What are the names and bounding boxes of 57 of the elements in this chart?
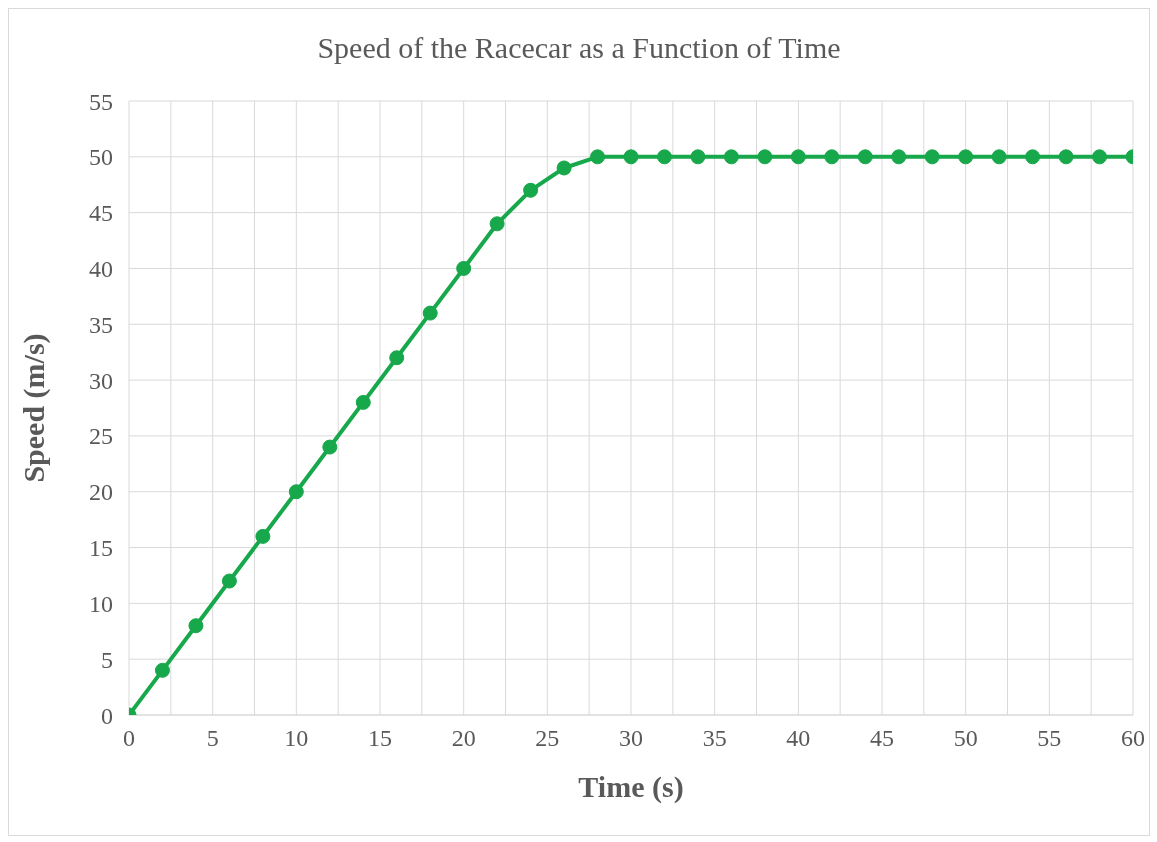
point — [355, 394, 371, 410]
point — [288, 484, 304, 500]
point — [757, 149, 773, 165]
y-tick-label: 25 — [89, 423, 113, 450]
point — [824, 149, 840, 165]
point — [723, 149, 739, 165]
point — [991, 149, 1007, 165]
y-tick-label: 5 — [101, 646, 113, 673]
point — [188, 618, 204, 634]
x-tick-label: 0 — [123, 725, 135, 752]
y-axis-title: Speed (m/s) — [16, 333, 51, 483]
x-tick-label: 40 — [786, 725, 811, 752]
point — [891, 149, 907, 165]
x-tick-label: 60 — [1121, 725, 1145, 752]
x-tick-label: 10 — [284, 725, 309, 752]
point — [857, 149, 873, 165]
y-tick-label: 55 — [89, 88, 113, 115]
point — [590, 149, 606, 165]
x-tick-label: 30 — [619, 725, 643, 752]
point — [221, 573, 237, 589]
point — [389, 350, 405, 366]
x-tick-label: 50 — [953, 725, 978, 752]
y-tick-label: 0 — [101, 702, 113, 729]
x-axis-title: Time (s) — [578, 770, 684, 804]
y-tick-label: 20 — [89, 479, 113, 506]
y-tick-label: 40 — [89, 255, 113, 282]
point — [556, 160, 572, 176]
x-tick-label: 35 — [702, 725, 727, 752]
point — [322, 439, 338, 455]
point — [690, 149, 706, 165]
point — [623, 149, 639, 165]
point — [924, 149, 940, 165]
x-tick-label: 15 — [368, 725, 392, 752]
chart-title: Speed of the Racecar as a Function of Time — [316, 31, 842, 65]
y-tick-label: 10 — [89, 590, 113, 617]
y-tick-label: 45 — [89, 200, 113, 227]
y-tick-label: 35 — [89, 311, 113, 338]
point — [1092, 149, 1108, 165]
point — [456, 260, 472, 276]
y-tick-label: 30 — [89, 367, 113, 394]
y-tick-label: 15 — [89, 535, 113, 562]
point — [790, 149, 806, 165]
y-tick-label: 50 — [89, 144, 113, 171]
x-tick-label: 45 — [870, 725, 894, 752]
point — [958, 149, 974, 165]
point — [154, 662, 170, 678]
x-tick-label: 55 — [1037, 725, 1062, 752]
point — [422, 305, 438, 321]
x-tick-label: 5 — [206, 725, 219, 752]
point — [1058, 149, 1074, 165]
point — [255, 528, 271, 544]
point — [656, 149, 672, 165]
point — [1025, 149, 1041, 165]
x-tick-label: 20 — [451, 725, 476, 752]
point — [523, 182, 539, 198]
point — [489, 216, 505, 232]
x-tick-label: 25 — [535, 725, 560, 752]
